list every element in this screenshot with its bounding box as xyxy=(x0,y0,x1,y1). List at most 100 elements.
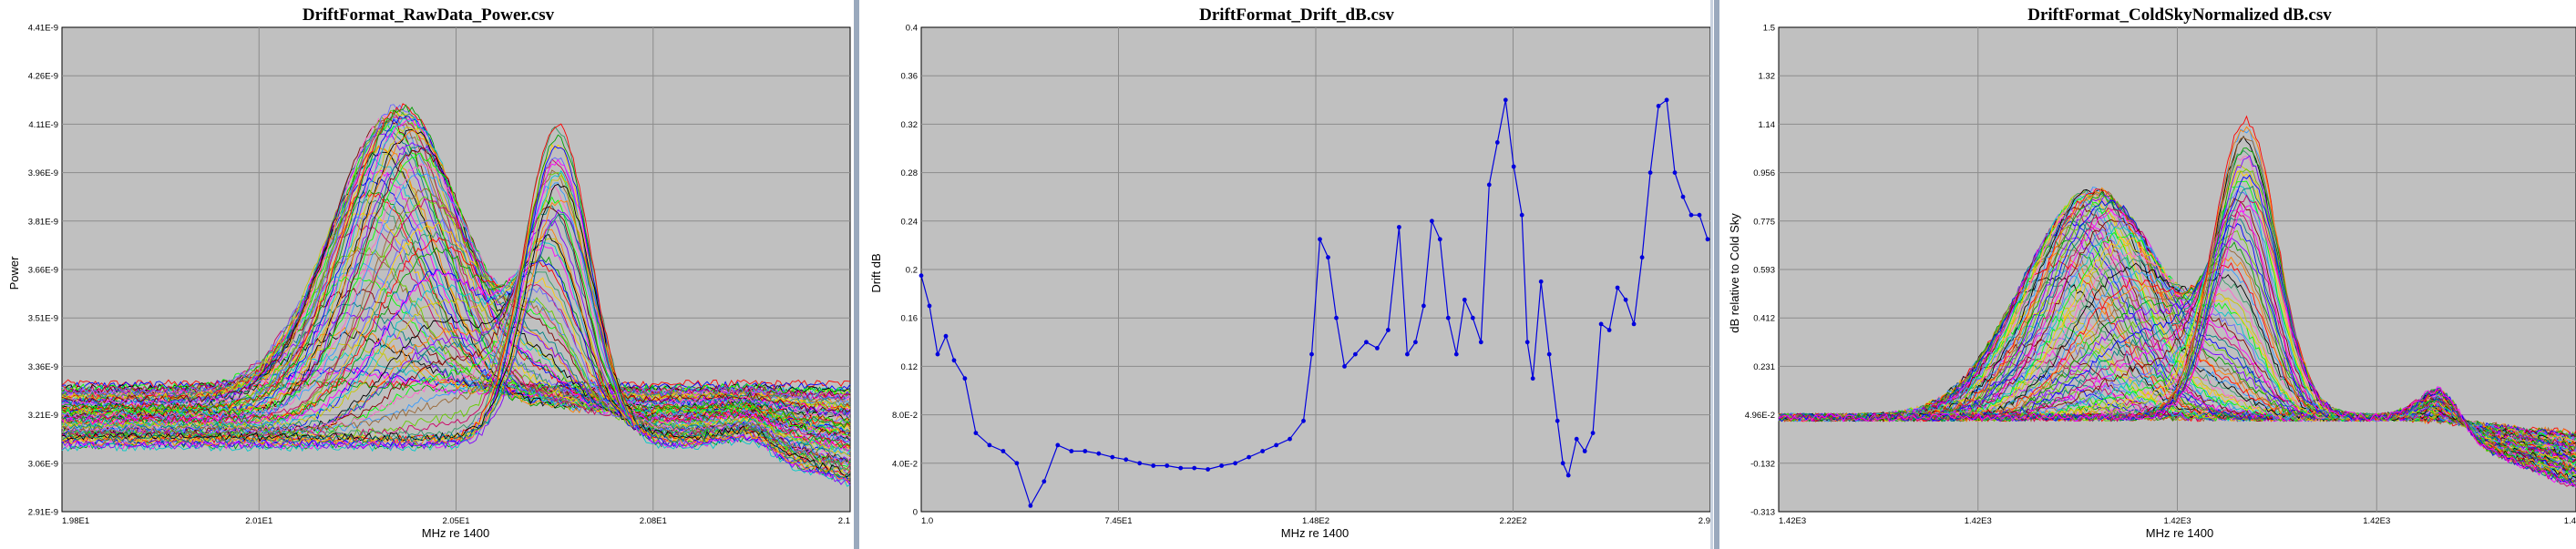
y-tick-label: -0.313 xyxy=(1750,508,1775,518)
x-axis-label: MHz re 1400 xyxy=(2146,526,2213,540)
drift-point xyxy=(1530,376,1535,381)
trace-line xyxy=(61,219,851,455)
trace-line xyxy=(61,129,851,437)
drift-point xyxy=(1647,170,1653,176)
x-tick-label: 1.0 xyxy=(921,516,933,526)
drift-point xyxy=(1096,451,1102,456)
trace-line xyxy=(61,113,851,419)
drift-point xyxy=(1405,351,1410,357)
trace-line xyxy=(61,244,851,452)
drift-point xyxy=(1524,340,1530,345)
y-ticks: 1.5 1.32 1.14 0.956 0.775 0.593 0.412 0.231 4.96… xyxy=(1745,24,1775,518)
x-tick-label: 2.05E1 xyxy=(442,516,469,526)
x-tick-label: 1.42E3 xyxy=(1965,516,1992,526)
y-tick-label: 0.24 xyxy=(901,217,919,227)
y-tick-label: 0.412 xyxy=(1753,314,1775,324)
x-tick-label: 1.42E3 xyxy=(1779,516,1806,526)
y-tick-label: 3.81E-9 xyxy=(28,217,58,227)
trace-line xyxy=(1778,205,2576,488)
drift-point xyxy=(1233,461,1237,466)
x-tick-label: 1.42E3 xyxy=(2163,516,2191,526)
drift-point xyxy=(1124,457,1129,463)
trace-line xyxy=(61,153,851,437)
y-tick-label: 0.956 xyxy=(1753,168,1775,178)
pane-divider[interactable] xyxy=(854,0,859,549)
drift-point xyxy=(1014,461,1020,466)
drift-point xyxy=(1288,436,1292,442)
trace-line xyxy=(61,169,851,467)
trace-line xyxy=(61,208,851,486)
x-tick-label: 2.22E2 xyxy=(1499,516,1526,526)
drift-point xyxy=(1705,237,1710,242)
drift-point xyxy=(1137,461,1143,466)
y-tick-label: 3.66E-9 xyxy=(28,266,58,276)
drift-point xyxy=(1219,463,1224,468)
y-tick-label: 0.775 xyxy=(1753,217,1775,227)
drift-chart: DriftFormat_Drift_dB.csv 0.40.360.320.28… xyxy=(869,5,1711,540)
y-tick-label: 4.11E-9 xyxy=(28,120,58,130)
drift-point xyxy=(1318,237,1322,242)
traces xyxy=(1778,115,2576,488)
drift-point xyxy=(927,303,932,309)
pane-divider[interactable] xyxy=(1714,0,1719,549)
y-ticks: 0.4 0.36 0.32 0.28 0.24 0.2 0.16 0.12 8.0E-2 4.0E… xyxy=(892,24,918,518)
y-tick-label: -0.132 xyxy=(1750,459,1775,469)
x-axis-label: MHz re 1400 xyxy=(1281,526,1349,540)
drift-point xyxy=(1028,503,1033,508)
drift-point xyxy=(1574,436,1579,442)
drift-point xyxy=(1274,442,1278,448)
drift-point xyxy=(943,333,949,339)
y-tick-label: 0.231 xyxy=(1753,362,1775,372)
grid xyxy=(921,27,1710,512)
chart-title: DriftFormat_ColdSkyNormalized dB.csv xyxy=(2027,5,2332,25)
drift-point xyxy=(1470,315,1475,320)
y-tick-label: 3.96E-9 xyxy=(28,168,58,178)
drift-point xyxy=(1672,170,1678,176)
drift-point xyxy=(1555,418,1560,423)
y-tick-label: 1.32 xyxy=(1759,72,1776,82)
y-tick-label: 0.32 xyxy=(901,120,919,130)
drift-point xyxy=(1342,364,1347,369)
raw-power-chart: DriftFormat_RawData_Power.csv 4.41E-9 4.2… xyxy=(7,5,851,540)
drift-point xyxy=(1519,212,1524,218)
grid xyxy=(62,27,850,512)
x-tick-label: 1.98E1 xyxy=(62,516,89,526)
trace-line xyxy=(61,169,851,487)
y-axis-label: dB relative to Cold Sky xyxy=(1728,213,1741,333)
coldsky-panel: DriftFormat_ColdSkyNormalized dB.csv 1.5… xyxy=(1719,0,2576,549)
y-tick-label: 3.06E-9 xyxy=(28,459,58,469)
pane-divider[interactable] xyxy=(1710,0,1713,549)
drift-point xyxy=(1538,279,1544,284)
x-ticks: 1.98E1 2.01E1 2.05E1 2.08E1 2.1 xyxy=(62,516,850,526)
drift-point xyxy=(1615,285,1620,290)
drift-panel: DriftFormat_Drift_dB.csv 0.4 0.36 0.32 0.28… xyxy=(859,0,1716,549)
trace-line xyxy=(61,147,851,439)
drift-point xyxy=(1511,164,1516,169)
drift-point xyxy=(1631,321,1637,327)
y-tick-label: 3.51E-9 xyxy=(28,314,58,324)
x-ticks: 1.42E3 1.42E3 1.42E3 1.42E3 1.4 xyxy=(1779,516,2576,526)
chart-title: DriftFormat_Drift_dB.csv xyxy=(1199,5,1394,25)
x-tick-label: 7.45E1 xyxy=(1104,516,1132,526)
drift-point xyxy=(1494,140,1500,145)
x-ticks: 1.0 7.45E1 1.48E2 2.22E2 2.9 xyxy=(921,516,1710,526)
trace-line xyxy=(61,198,851,447)
drift-point xyxy=(1680,194,1686,199)
drift-point xyxy=(1462,297,1467,302)
y-tick-label: 4.26E-9 xyxy=(28,72,58,82)
trace-line xyxy=(61,222,851,452)
drift-point xyxy=(962,376,968,381)
drift-point xyxy=(1546,351,1552,357)
drift-point xyxy=(973,431,979,435)
drift-point xyxy=(1560,461,1565,466)
drift-point xyxy=(1353,351,1358,357)
drift-point xyxy=(1083,449,1088,453)
coldsky-chart: DriftFormat_ColdSkyNormalized dB.csv 1.5… xyxy=(1728,5,2576,540)
y-tick-label: 0.36 xyxy=(901,72,919,82)
drift-point xyxy=(1503,97,1508,103)
y-tick-label: 3.21E-9 xyxy=(28,411,58,421)
y-tick-label: 4.96E-2 xyxy=(1745,411,1775,421)
drift-point xyxy=(919,273,924,279)
drift-point xyxy=(1437,237,1442,242)
x-axis-label: MHz re 1400 xyxy=(422,526,489,540)
